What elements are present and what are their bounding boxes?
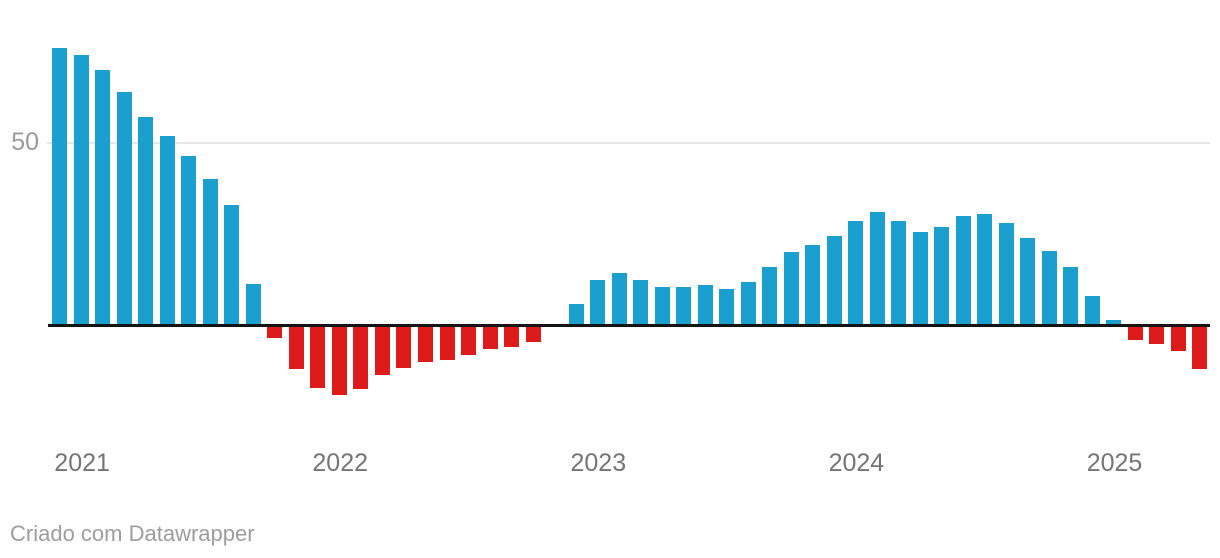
- bar-2024-10: [1020, 237, 1036, 326]
- zero-baseline-axis: [48, 324, 1210, 327]
- bar-2022-10: [504, 325, 519, 348]
- bar-2023-02: [590, 279, 605, 326]
- bar-2024-05: [912, 232, 928, 326]
- bar-2023-01: [568, 303, 584, 326]
- bar-2024-06: [934, 226, 950, 326]
- bar-2021-07: [181, 155, 197, 326]
- bar-2021-04: [116, 91, 132, 326]
- bar-2021-05: [138, 117, 154, 326]
- bar-2024-02: [848, 221, 864, 326]
- x-axis-label-2024: 2024: [828, 449, 885, 477]
- bar-2025-05: [1170, 325, 1186, 352]
- gridline-50: [47, 141, 1210, 144]
- bar-2024-11: [1041, 250, 1057, 326]
- y-axis-tick-label: 50: [11, 128, 39, 157]
- bar-2021-11: [267, 325, 283, 339]
- bar-2022-11: [525, 325, 541, 342]
- datawrapper-credit: Criado com Datawrapper: [10, 521, 255, 546]
- bar-2024-09: [998, 223, 1014, 326]
- bar-2025-03: [1127, 325, 1143, 341]
- bar-2021-09: [224, 204, 240, 326]
- bar-2025-06: [1192, 325, 1208, 370]
- bar-2023-12: [805, 245, 821, 326]
- bar-2023-10: [762, 267, 778, 326]
- x-axis-label-2025: 2025: [1086, 449, 1143, 477]
- x-axis-label-2022: 2022: [312, 449, 369, 477]
- bar-2021-06: [159, 135, 175, 326]
- bar-2024-03: [869, 212, 885, 326]
- bar-2021-03: [95, 69, 111, 326]
- bar-2021-12: [288, 325, 304, 370]
- bar-2024-01: [826, 236, 842, 326]
- x-axis-label-2023: 2023: [570, 449, 627, 477]
- x-axis-label-2021: 2021: [54, 449, 110, 477]
- bar-2025-04: [1149, 325, 1165, 344]
- bar-2022-05: [396, 325, 412, 368]
- bar-2023-09: [740, 281, 756, 326]
- bar-2024-08: [977, 214, 993, 326]
- bar-2024-12: [1063, 267, 1079, 326]
- bar-2023-08: [719, 289, 735, 326]
- bar-2022-03: [353, 325, 369, 390]
- bar-2022-01: [310, 325, 326, 388]
- bar-2024-07: [955, 215, 971, 326]
- bar-2022-02: [331, 325, 347, 395]
- bar-2023-11: [783, 252, 799, 326]
- bar-2023-07: [697, 285, 713, 326]
- bar-2023-04: [633, 279, 648, 326]
- bar-2021-01: [52, 47, 68, 326]
- bar-2022-06: [418, 325, 433, 362]
- bar-2022-04: [374, 325, 390, 375]
- bar-2021-08: [202, 179, 218, 326]
- bar-2023-06: [676, 287, 692, 326]
- bar-2022-08: [461, 325, 476, 355]
- bar-2024-04: [891, 221, 907, 326]
- bar-2023-05: [654, 287, 670, 326]
- bar-2023-03: [611, 272, 627, 326]
- bar-2021-10: [245, 283, 261, 326]
- bar-2021-02: [73, 55, 89, 326]
- bar-2022-07: [439, 325, 455, 361]
- bar-2025-01: [1084, 296, 1100, 326]
- bar-2022-09: [482, 325, 498, 350]
- bar-2025-02: [1106, 320, 1122, 326]
